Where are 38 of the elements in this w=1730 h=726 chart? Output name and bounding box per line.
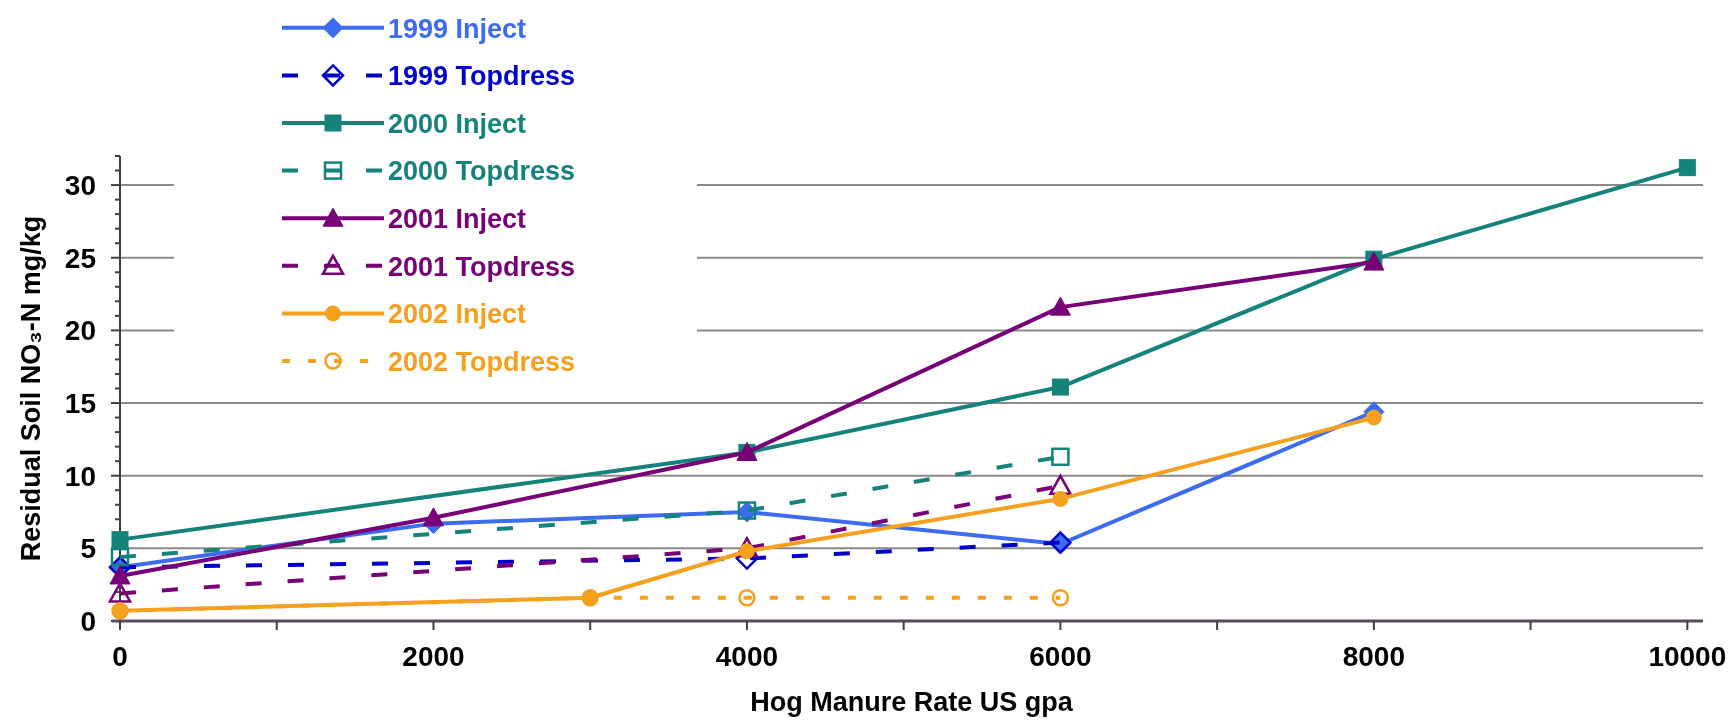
point [108, 582, 132, 603]
x-tick-label: 6000 [1029, 641, 1092, 672]
legend-label: 2001 Inject [388, 203, 527, 234]
legend-label: 2002 Topdress [388, 346, 576, 377]
x-tick-label: 4000 [715, 641, 779, 672]
legend-label: 2000 Topdress [388, 156, 576, 187]
x-tick-label: 8000 [1342, 641, 1406, 672]
legend-label: 1999 Topdress [388, 61, 576, 92]
x-tick-label: 0 [112, 641, 128, 672]
y-tick-label: 10 [64, 460, 96, 492]
point [422, 507, 444, 527]
y-tick-label: 25 [64, 242, 96, 274]
point [110, 547, 130, 567]
point [1051, 589, 1070, 607]
point [1051, 447, 1070, 467]
point [1678, 159, 1696, 177]
point [1049, 296, 1071, 316]
x-tick-label: 2000 [402, 641, 465, 672]
point [111, 531, 129, 549]
point [1365, 409, 1382, 426]
y-tick-label: 0 [80, 606, 96, 638]
y-tick-label: 30 [64, 170, 96, 202]
point [109, 565, 131, 585]
y-tick-label: 5 [80, 533, 96, 565]
y-axis-title: Residual Soil NO₃-N mg/kg [15, 215, 46, 562]
legend-label: 2002 Inject [388, 299, 527, 330]
y-tick-label: 20 [64, 315, 96, 347]
point [738, 589, 756, 607]
point [1051, 378, 1069, 396]
x-tick-label: 10000 [1648, 641, 1727, 672]
y-tick-label: 15 [64, 388, 96, 420]
legend-label: 1999 Inject [388, 13, 527, 44]
x-axis-title: Hog Manure Rate US gpa [750, 687, 1074, 717]
legend-label: 2001 Topdress [388, 251, 576, 282]
point [1052, 490, 1069, 507]
legend-label: 2000 Inject [388, 108, 527, 139]
point [735, 537, 759, 558]
point [1049, 474, 1072, 496]
